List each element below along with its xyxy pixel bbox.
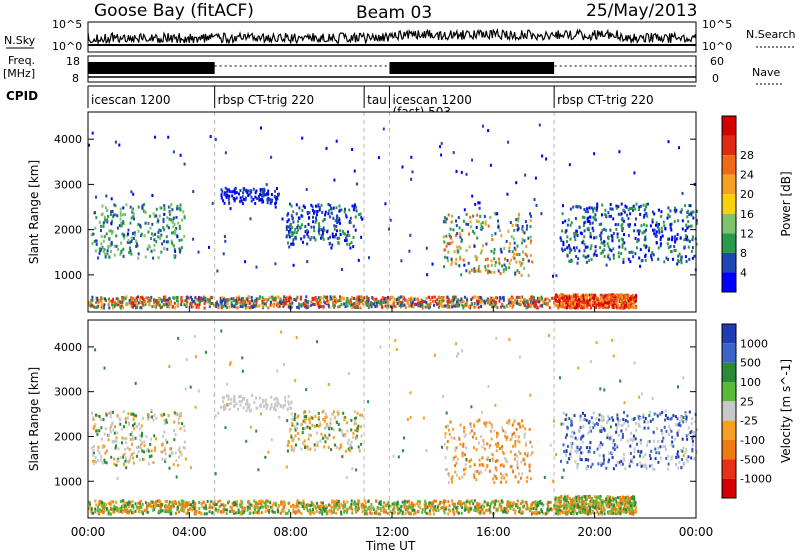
colorbar-tick-label: 25 [740, 395, 754, 408]
y-axis-label: Slant Range [km] [27, 367, 41, 471]
colorbar-segment [722, 116, 736, 136]
y-tick-label: 2000 [54, 430, 82, 443]
y-tick-label: 1000 [54, 269, 82, 282]
colorbar-segment [722, 194, 736, 214]
colorbar-segment [722, 174, 736, 195]
cpid-segment-label: rbsp CT-trig 220 [557, 93, 653, 107]
colorbar-segment [722, 420, 736, 440]
freq-label: Freq. [8, 54, 35, 67]
colorbar-tick-label: 100 [740, 376, 761, 389]
colorbar-tick-label: 28 [740, 149, 754, 162]
colorbar-segment [722, 362, 736, 382]
colorbar-segment [722, 252, 736, 273]
colorbar-segment [722, 272, 736, 292]
y-tick-label: 4000 [54, 133, 82, 146]
cpid-segment-label: rbsp CT-trig 220 [218, 93, 314, 107]
velocity-panel: 1000 2000 3000 4000 Slant Range [km] 1000 500 1… [27, 319, 793, 519]
nsearch-label: N.Search [746, 28, 796, 41]
colorbar-segment [722, 135, 736, 156]
colorbar-segment [722, 233, 736, 253]
station-title: Goose Bay (fitACF) [94, 1, 254, 21]
colorbar-segment [722, 382, 736, 402]
colorbar-segment [722, 155, 736, 175]
cpid-segment-label: icescan 1200 [91, 93, 170, 107]
colorbar-segment [722, 343, 736, 363]
nave-tick-top: 60 [710, 55, 724, 68]
nsky-trace [87, 27, 697, 46]
y-tick-label: 3000 [54, 386, 82, 399]
colorbar-label: Velocity [m s^-1] [779, 359, 793, 463]
colorbar-segment [722, 459, 736, 479]
x-tick-label: 04:00 [172, 525, 207, 539]
freq-tick-bottom: 8 [72, 72, 79, 85]
date-title: 25/May/2013 [586, 1, 698, 21]
y-axis-label: Slant Range [km] [27, 160, 41, 264]
y-tick-label: 1000 [54, 475, 82, 488]
nave-label: Nave [752, 66, 780, 79]
y-tick-label: 4000 [54, 341, 82, 354]
freq-trace [88, 62, 696, 78]
x-tick-label: 00:00 [679, 525, 714, 539]
colorbar-segment [722, 213, 736, 234]
colorbar-tick-label: 1000 [740, 337, 768, 350]
colorbar-tick-label: 12 [740, 227, 754, 240]
colorbar-tick-label: 500 [740, 357, 761, 370]
colorbar-segment [722, 401, 736, 421]
cpid-label: CPID [6, 89, 38, 103]
x-tick-label: 08:00 [273, 525, 308, 539]
freq-unit: [MHz] [3, 67, 35, 80]
colorbar-tick-label: 4 [740, 266, 747, 279]
freq-tick-top: 18 [66, 55, 80, 68]
colorbar-tick-label: -25 [740, 415, 758, 428]
cpid-segment-label: tau [367, 93, 387, 107]
nave-tick-bottom: 0 [712, 72, 719, 85]
xaxis-label: Time UT [365, 539, 416, 553]
colorbar-segment [722, 440, 736, 460]
colorbar-label: Power [dB] [779, 171, 793, 236]
power-panel: 1000 2000 3000 4000 Slant Range [km] 4 8 12 16 20… [27, 111, 793, 313]
freq-strip: Freq. [MHz] 18 8 60 0 Nave [3, 54, 784, 85]
time-axis: 00:00 04:00 08:00 12:00 16:00 20:00 00:00 [71, 306, 714, 539]
colorbar-tick-label: 20 [740, 188, 754, 201]
colorbar-tick-label: 24 [740, 169, 754, 182]
nsky-tick-top: 10^5 [52, 18, 82, 31]
x-tick-label: 00:00 [71, 525, 106, 539]
x-tick-label: 20:00 [577, 525, 612, 539]
colorbar-tick-label: 16 [740, 208, 754, 221]
x-tick-label: 12:00 [375, 525, 410, 539]
x-tick-label: 16:00 [476, 525, 511, 539]
colorbar-tick-label: -1000 [740, 473, 772, 486]
colorbar-segment [722, 478, 736, 498]
colorbar-tick-label: -500 [740, 453, 765, 466]
nsky-strip: N.Sky 10^5 10^0 10^5 10^0 N.Search [4, 18, 796, 53]
nsearch-tick-bottom: 10^0 [702, 40, 732, 53]
colorbar-segment [722, 324, 736, 344]
cpid-segment-label: icescan 1200 [392, 93, 471, 107]
nsky-label: N.Sky [4, 34, 36, 47]
beam-title: Beam 03 [356, 3, 432, 23]
nsearch-tick-top: 10^5 [702, 18, 732, 31]
colorbar-tick-label: 8 [740, 247, 747, 260]
nsky-tick-bottom: 10^0 [52, 40, 82, 53]
y-tick-label: 2000 [54, 224, 82, 237]
colorbar-tick-label: -100 [740, 434, 765, 447]
y-tick-label: 3000 [54, 178, 82, 191]
